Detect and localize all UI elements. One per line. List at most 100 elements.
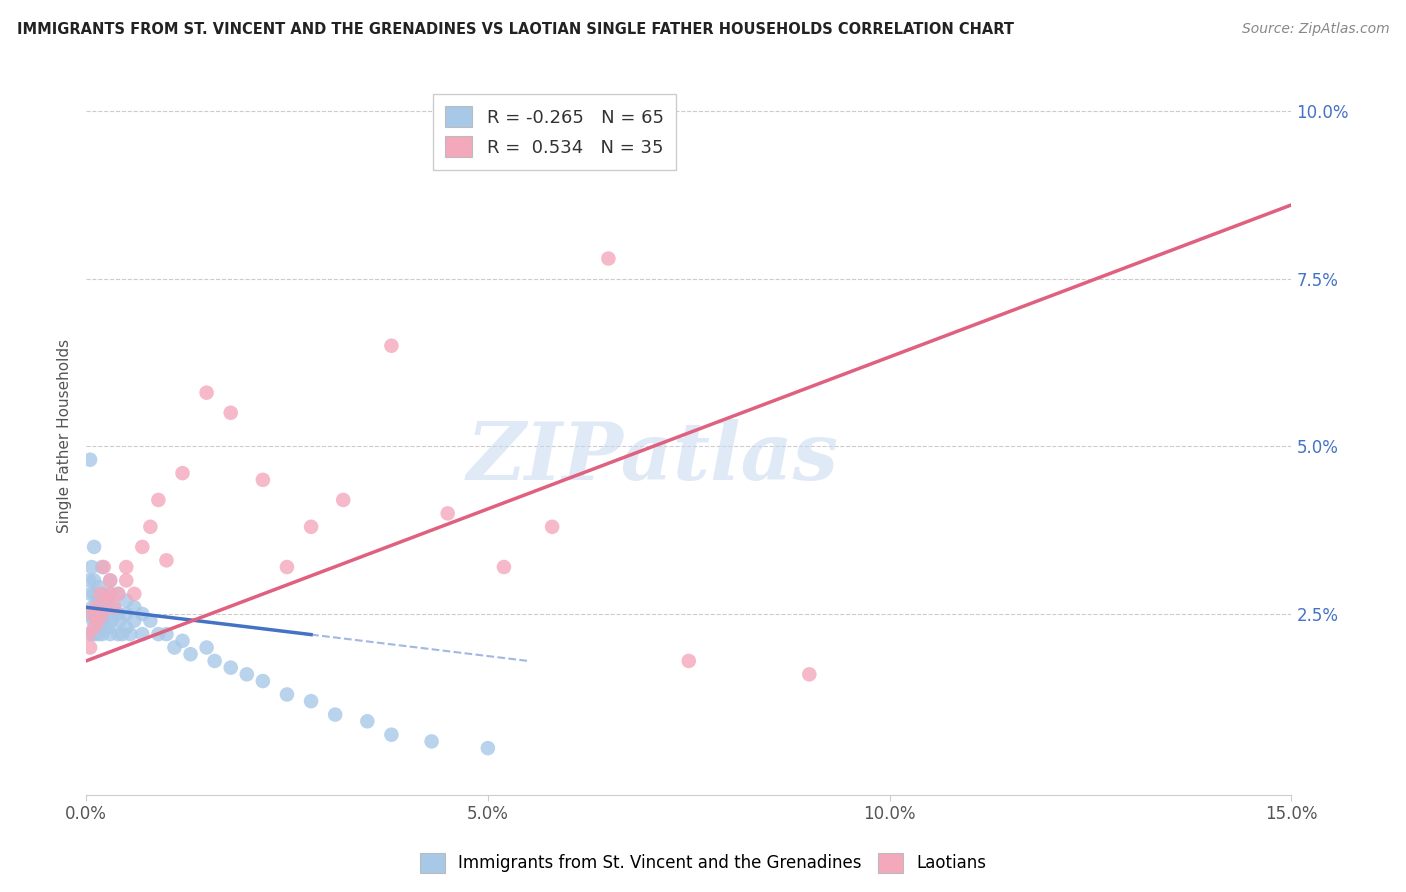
- Point: [79, 574, 101, 588]
- Point: [436, 507, 458, 521]
- Point: [93, 600, 115, 615]
- Point: [299, 520, 322, 534]
- Text: ZIPatlas: ZIPatlas: [467, 419, 838, 497]
- Point: [107, 587, 129, 601]
- Point: [107, 627, 129, 641]
- Point: [155, 627, 177, 641]
- Point: [98, 574, 121, 588]
- Point: [87, 627, 110, 641]
- Point: [91, 607, 114, 621]
- Point: [86, 614, 108, 628]
- Point: [97, 620, 120, 634]
- Text: Source: ZipAtlas.com: Source: ZipAtlas.com: [1241, 22, 1389, 37]
- Point: [82, 600, 104, 615]
- Point: [131, 607, 153, 621]
- Point: [79, 640, 101, 655]
- Point: [96, 593, 118, 607]
- Point: [163, 640, 186, 655]
- Point: [93, 614, 115, 628]
- Point: [101, 614, 124, 628]
- Point: [77, 607, 100, 621]
- Point: [115, 560, 138, 574]
- Point: [492, 560, 515, 574]
- Legend: R = -0.265   N = 65, R =  0.534   N = 35: R = -0.265 N = 65, R = 0.534 N = 35: [433, 94, 676, 169]
- Point: [107, 587, 129, 601]
- Point: [139, 614, 162, 628]
- Point: [195, 385, 218, 400]
- Point: [477, 741, 499, 756]
- Point: [115, 593, 138, 607]
- Point: [91, 560, 114, 574]
- Point: [124, 587, 146, 601]
- Point: [323, 707, 346, 722]
- Point: [172, 466, 194, 480]
- Point: [98, 607, 121, 621]
- Legend: Immigrants from St. Vincent and the Grenadines, Laotians: Immigrants from St. Vincent and the Gren…: [413, 847, 993, 880]
- Point: [172, 633, 194, 648]
- Point: [120, 627, 142, 641]
- Point: [82, 614, 104, 628]
- Point: [115, 607, 138, 621]
- Point: [82, 607, 104, 621]
- Point: [93, 560, 115, 574]
- Point: [131, 627, 153, 641]
- Point: [219, 406, 242, 420]
- Point: [678, 654, 700, 668]
- Point: [83, 587, 105, 601]
- Point: [79, 452, 101, 467]
- Point: [332, 492, 354, 507]
- Point: [799, 667, 821, 681]
- Point: [103, 600, 125, 615]
- Point: [83, 627, 105, 641]
- Point: [276, 560, 298, 574]
- Point: [96, 593, 118, 607]
- Point: [84, 600, 107, 615]
- Point: [80, 587, 103, 601]
- Point: [195, 640, 218, 655]
- Point: [89, 607, 111, 621]
- Point: [98, 587, 121, 601]
- Point: [598, 252, 620, 266]
- Point: [124, 614, 146, 628]
- Point: [148, 492, 170, 507]
- Point: [90, 620, 112, 634]
- Point: [131, 540, 153, 554]
- Point: [148, 627, 170, 641]
- Point: [87, 580, 110, 594]
- Point: [90, 587, 112, 601]
- Point: [276, 688, 298, 702]
- Point: [80, 627, 103, 641]
- Point: [103, 600, 125, 615]
- Point: [356, 714, 378, 729]
- Point: [139, 520, 162, 534]
- Point: [541, 520, 564, 534]
- Point: [86, 593, 108, 607]
- Point: [219, 660, 242, 674]
- Point: [115, 620, 138, 634]
- Point: [204, 654, 226, 668]
- Point: [87, 600, 110, 615]
- Point: [98, 587, 121, 601]
- Point: [380, 339, 402, 353]
- Point: [87, 614, 110, 628]
- Y-axis label: Single Father Households: Single Father Households: [58, 339, 72, 533]
- Point: [107, 607, 129, 621]
- Point: [83, 574, 105, 588]
- Point: [299, 694, 322, 708]
- Point: [98, 574, 121, 588]
- Point: [236, 667, 259, 681]
- Point: [380, 728, 402, 742]
- Point: [80, 560, 103, 574]
- Point: [155, 553, 177, 567]
- Point: [83, 540, 105, 554]
- Text: IMMIGRANTS FROM ST. VINCENT AND THE GRENADINES VS LAOTIAN SINGLE FATHER HOUSEHOL: IMMIGRANTS FROM ST. VINCENT AND THE GREN…: [17, 22, 1014, 37]
- Point: [91, 587, 114, 601]
- Point: [252, 674, 274, 689]
- Point: [91, 627, 114, 641]
- Point: [77, 627, 100, 641]
- Point: [420, 734, 443, 748]
- Point: [91, 607, 114, 621]
- Point: [180, 647, 202, 661]
- Point: [108, 614, 131, 628]
- Point: [98, 627, 121, 641]
